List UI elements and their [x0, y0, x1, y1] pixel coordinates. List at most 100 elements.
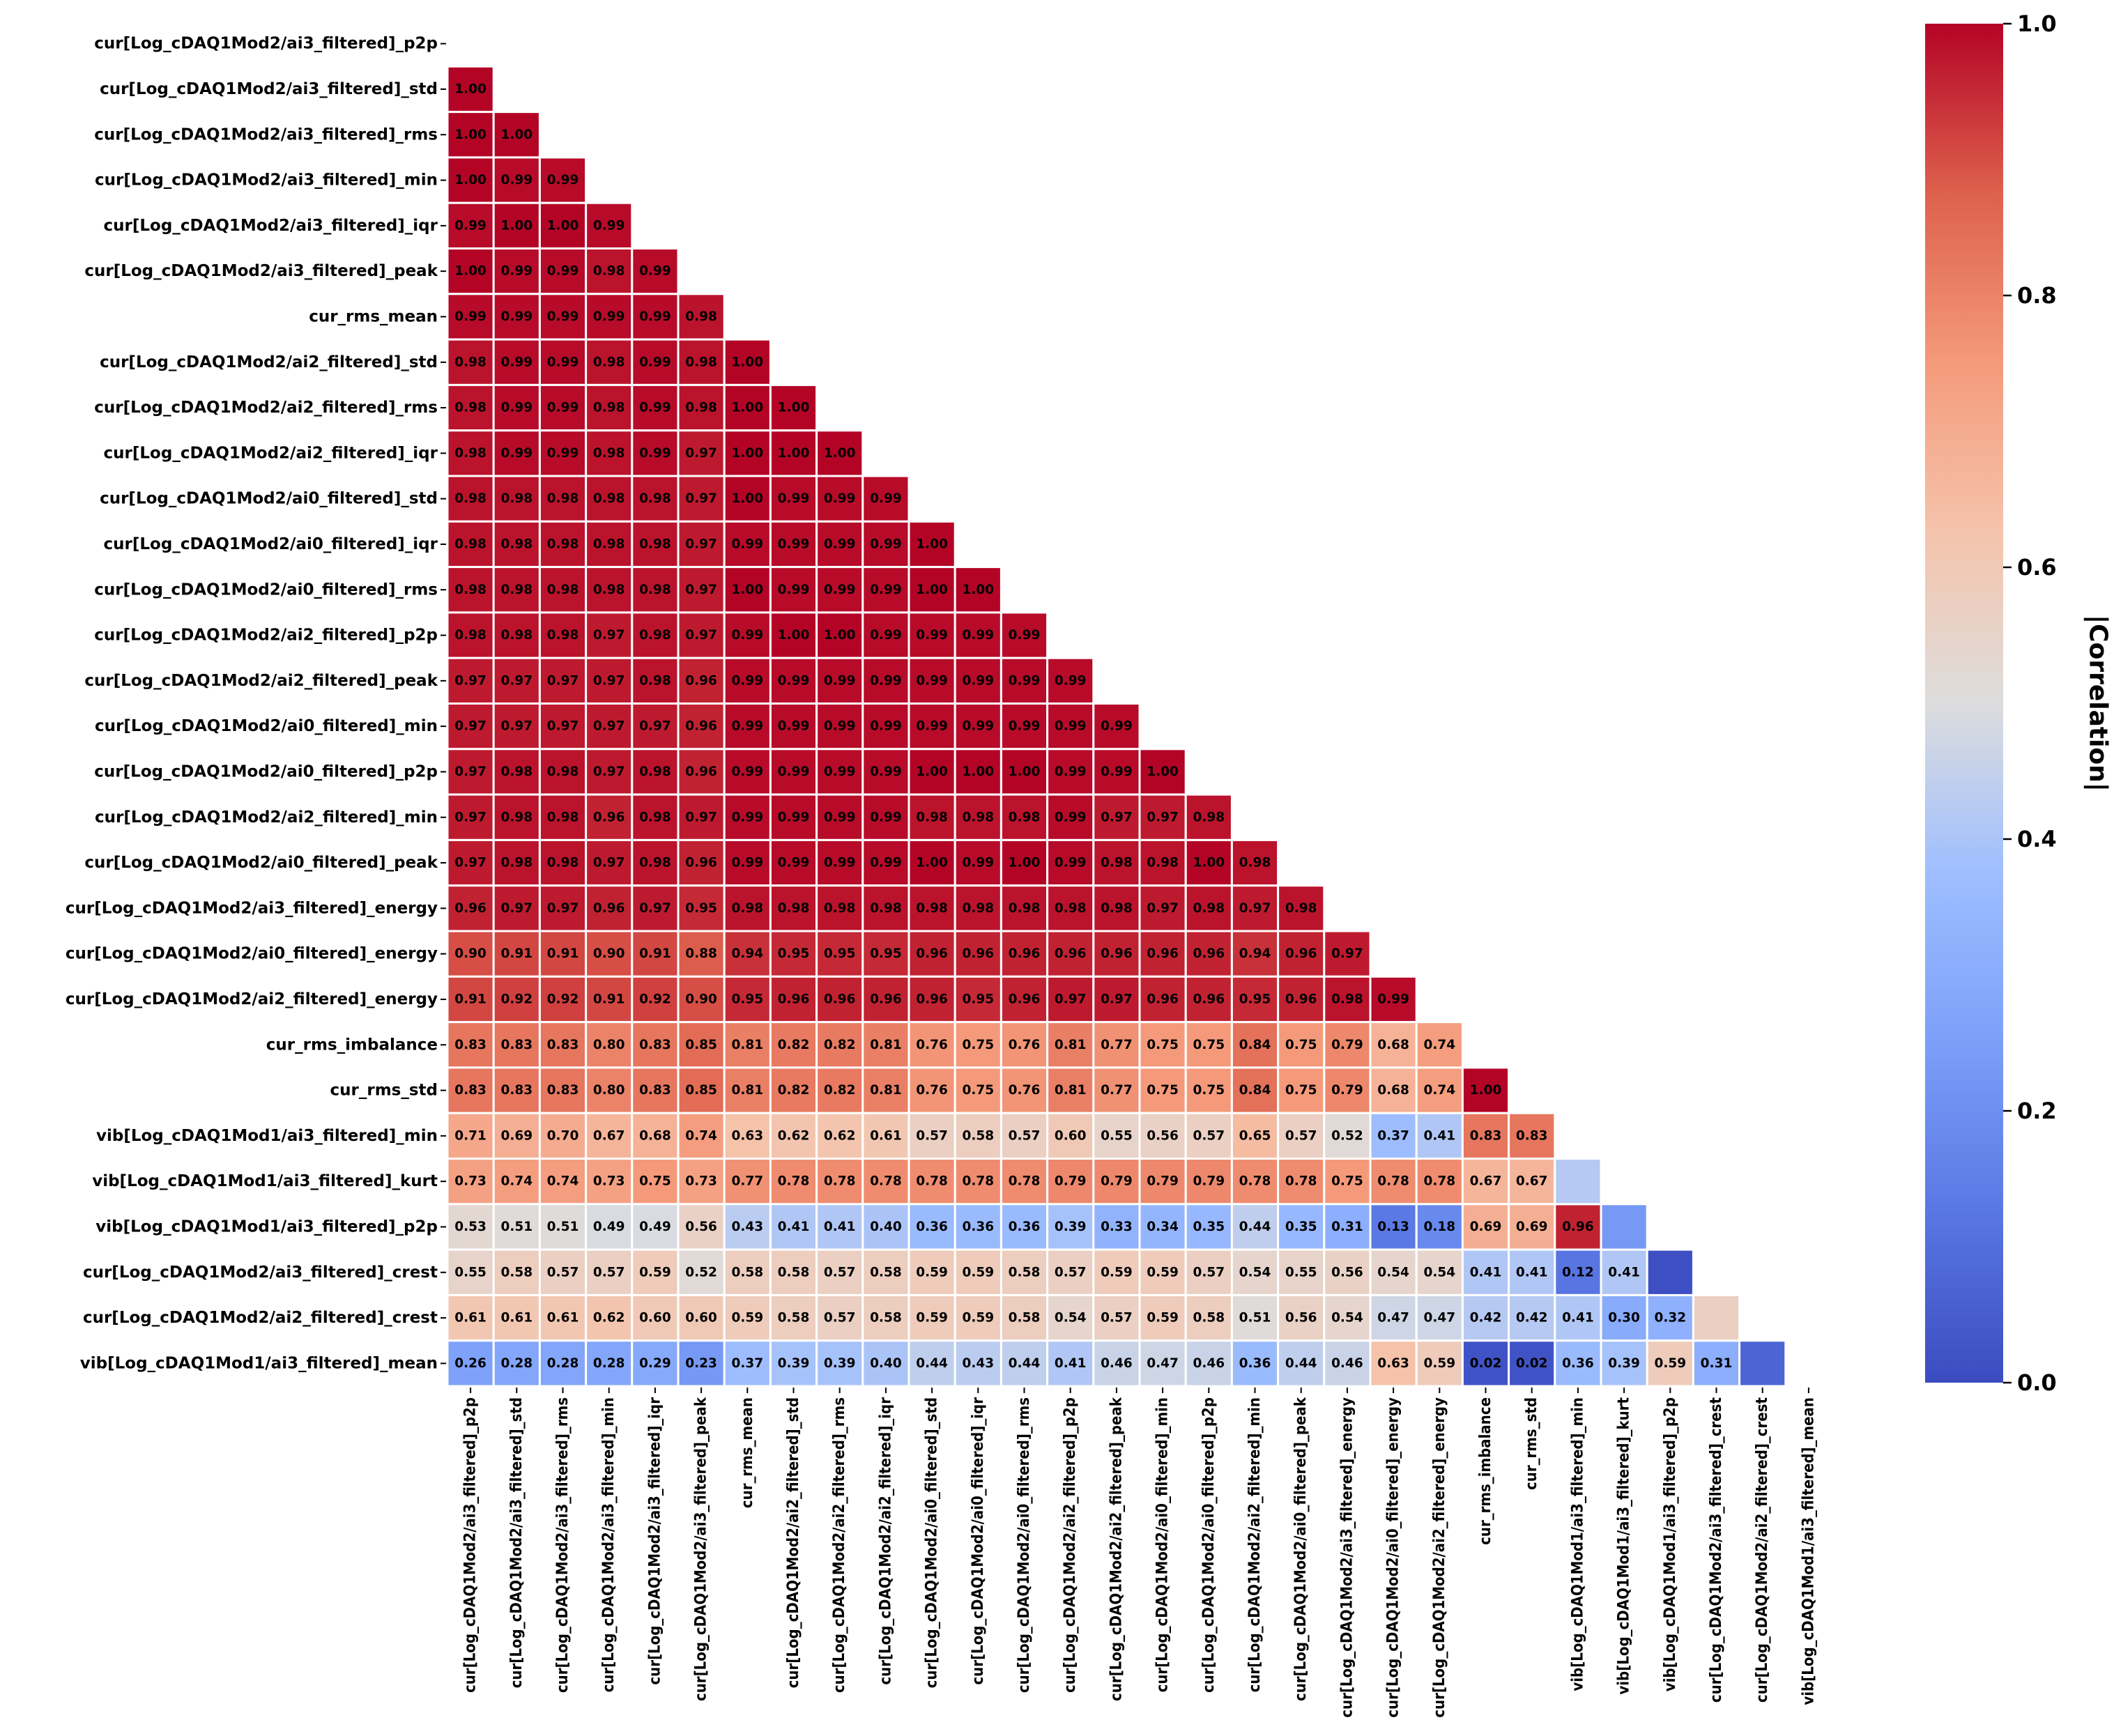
heatmap-cell — [953, 1158, 1002, 1206]
heatmap-cell — [769, 1339, 818, 1388]
cell-value-label: 0.98 — [547, 765, 579, 779]
cell-value-label: 0.59 — [1147, 1311, 1179, 1326]
cell-value-label: 0.28 — [593, 1356, 625, 1371]
cell-value-label: 0.60 — [1055, 1128, 1087, 1143]
cell-value-label: 0.96 — [1193, 992, 1225, 1006]
x-tick-label: cur[Log_cDAQ1Mod2/ai3_filtered]_p2p — [462, 1397, 480, 1693]
cell-value-label: 0.99 — [454, 218, 487, 233]
heatmap-cell — [677, 793, 726, 841]
heatmap-cell — [815, 838, 864, 887]
cell-value-label: 0.99 — [1101, 719, 1133, 734]
cell-value-label: 0.98 — [547, 491, 579, 506]
cell-value-label: 0.84 — [1239, 1038, 1271, 1052]
heatmap-cell — [953, 1066, 1002, 1114]
cell-value-label: 0.57 — [824, 1311, 856, 1326]
cell-value-label: 0.99 — [731, 673, 763, 688]
x-tick-label: cur[Log_cDAQ1Mod2/ai2_filtered]_energy — [1431, 1397, 1448, 1718]
cell-value-label: 0.59 — [916, 1311, 948, 1326]
heatmap-cell — [1138, 1021, 1187, 1069]
cell-value-label: 0.56 — [1331, 1265, 1363, 1280]
heatmap-cell — [446, 475, 495, 523]
cell-value-label: 0.77 — [731, 1174, 763, 1189]
cell-value-label: 0.98 — [500, 583, 533, 597]
cell-value-label: 1.00 — [731, 583, 763, 597]
heatmap-cell — [1415, 1158, 1464, 1206]
cell-value-label: 0.83 — [500, 1038, 533, 1052]
cell-value-label: 0.97 — [547, 673, 579, 688]
y-tick-label: cur_rms_std — [330, 1082, 438, 1100]
cell-value-label: 0.75 — [962, 1083, 994, 1098]
cell-value-label: 0.99 — [824, 719, 856, 734]
cell-value-label: 0.99 — [731, 810, 763, 824]
cell-value-label: 0.73 — [593, 1174, 625, 1189]
cell-value-label: 0.98 — [1055, 901, 1087, 916]
heatmap-cell — [723, 748, 772, 796]
cell-value-label: 0.41 — [1423, 1128, 1455, 1143]
cell-value-label: 0.98 — [916, 810, 948, 824]
cell-value-label: 0.43 — [731, 1220, 763, 1234]
cell-value-label: 0.98 — [1285, 901, 1317, 916]
cell-value-label: 0.79 — [1101, 1174, 1133, 1189]
heatmap-cell — [1092, 1339, 1141, 1388]
cell-value-label: 0.35 — [1193, 1220, 1225, 1234]
cell-value-label: 1.00 — [962, 583, 994, 597]
cell-value-label: 0.99 — [824, 537, 856, 551]
cell-value-label: 0.76 — [916, 1083, 948, 1098]
heatmap-cell — [1600, 1339, 1648, 1388]
x-tick-label: cur[Log_cDAQ1Mod2/ai2_filtered]_peak — [1108, 1397, 1125, 1701]
cell-value-label: 0.98 — [547, 856, 579, 870]
cell-value-label: 0.81 — [870, 1083, 902, 1098]
heatmap-cell — [1461, 1112, 1510, 1160]
heatmap-cell — [1046, 1293, 1095, 1342]
cell-value-label: 0.58 — [500, 1265, 533, 1280]
cell-value-label: 0.97 — [1331, 946, 1363, 961]
cell-value-label: 0.98 — [500, 491, 533, 506]
heatmap-cell — [723, 1203, 772, 1251]
heatmap-cell — [769, 1158, 818, 1206]
cell-value-label: 0.98 — [454, 446, 487, 461]
heatmap-cell — [538, 383, 588, 432]
cell-value-label: 0.75 — [1331, 1174, 1363, 1189]
heatmap-cell — [538, 611, 588, 659]
cell-value-label: 0.78 — [824, 1174, 856, 1189]
cell-value-label: 0.99 — [870, 583, 902, 597]
cell-value-label: 0.55 — [1101, 1128, 1133, 1143]
cell-value-label: 0.99 — [731, 856, 763, 870]
colorbar-gradient — [1925, 24, 2003, 1383]
heatmap-cell — [585, 1066, 634, 1114]
cell-value-label: 0.96 — [593, 901, 625, 916]
cell-value-label: 0.81 — [731, 1083, 763, 1098]
heatmap-cell — [1508, 1112, 1556, 1160]
heatmap-cell — [1230, 1203, 1280, 1251]
cell-value-label: 0.57 — [916, 1128, 948, 1143]
cell-value-label: 1.00 — [824, 446, 856, 461]
cell-value-label: 0.97 — [593, 673, 625, 688]
cell-value-label: 0.59 — [1423, 1356, 1455, 1371]
cell-value-label: 0.97 — [593, 856, 625, 870]
cell-value-label: 0.41 — [1608, 1265, 1640, 1280]
cell-value-label: 0.49 — [593, 1220, 625, 1234]
heatmap-cell — [1092, 702, 1141, 751]
cell-value-label: 0.83 — [639, 1083, 671, 1098]
x-tick-label: cur[Log_cDAQ1Mod2/ai2_filtered]_crest — [1754, 1397, 1771, 1703]
heatmap-cell — [769, 566, 818, 614]
cell-value-label: 0.44 — [1009, 1356, 1041, 1371]
y-tick-label: cur[Log_cDAQ1Mod2/ai2_filtered]_p2p — [94, 627, 438, 645]
cell-value-label: 0.97 — [454, 810, 487, 824]
cell-value-label: 0.74 — [500, 1174, 533, 1189]
cell-value-label: 0.96 — [1147, 992, 1179, 1006]
x-tick-label: cur[Log_cDAQ1Mod2/ai0_filtered]_peak — [1292, 1397, 1310, 1701]
cell-value-label: 0.99 — [500, 173, 533, 187]
cell-value-label: 0.98 — [500, 537, 533, 551]
cell-value-label: 0.96 — [685, 673, 717, 688]
heatmap-cell — [585, 520, 634, 569]
cell-value-label: 0.96 — [685, 719, 717, 734]
heatmap-cell — [1323, 1112, 1372, 1160]
cell-value-label: 0.61 — [547, 1311, 579, 1326]
heatmap-cell — [1415, 1066, 1464, 1114]
cell-value-label: 0.98 — [639, 810, 671, 824]
cell-value-label: 0.99 — [1055, 856, 1087, 870]
cell-value-label: 0.99 — [778, 856, 810, 870]
x-tick-label: cur[Log_cDAQ1Mod2/ai2_filtered]_iqr — [877, 1397, 894, 1685]
cell-value-label: 0.98 — [1101, 901, 1133, 916]
